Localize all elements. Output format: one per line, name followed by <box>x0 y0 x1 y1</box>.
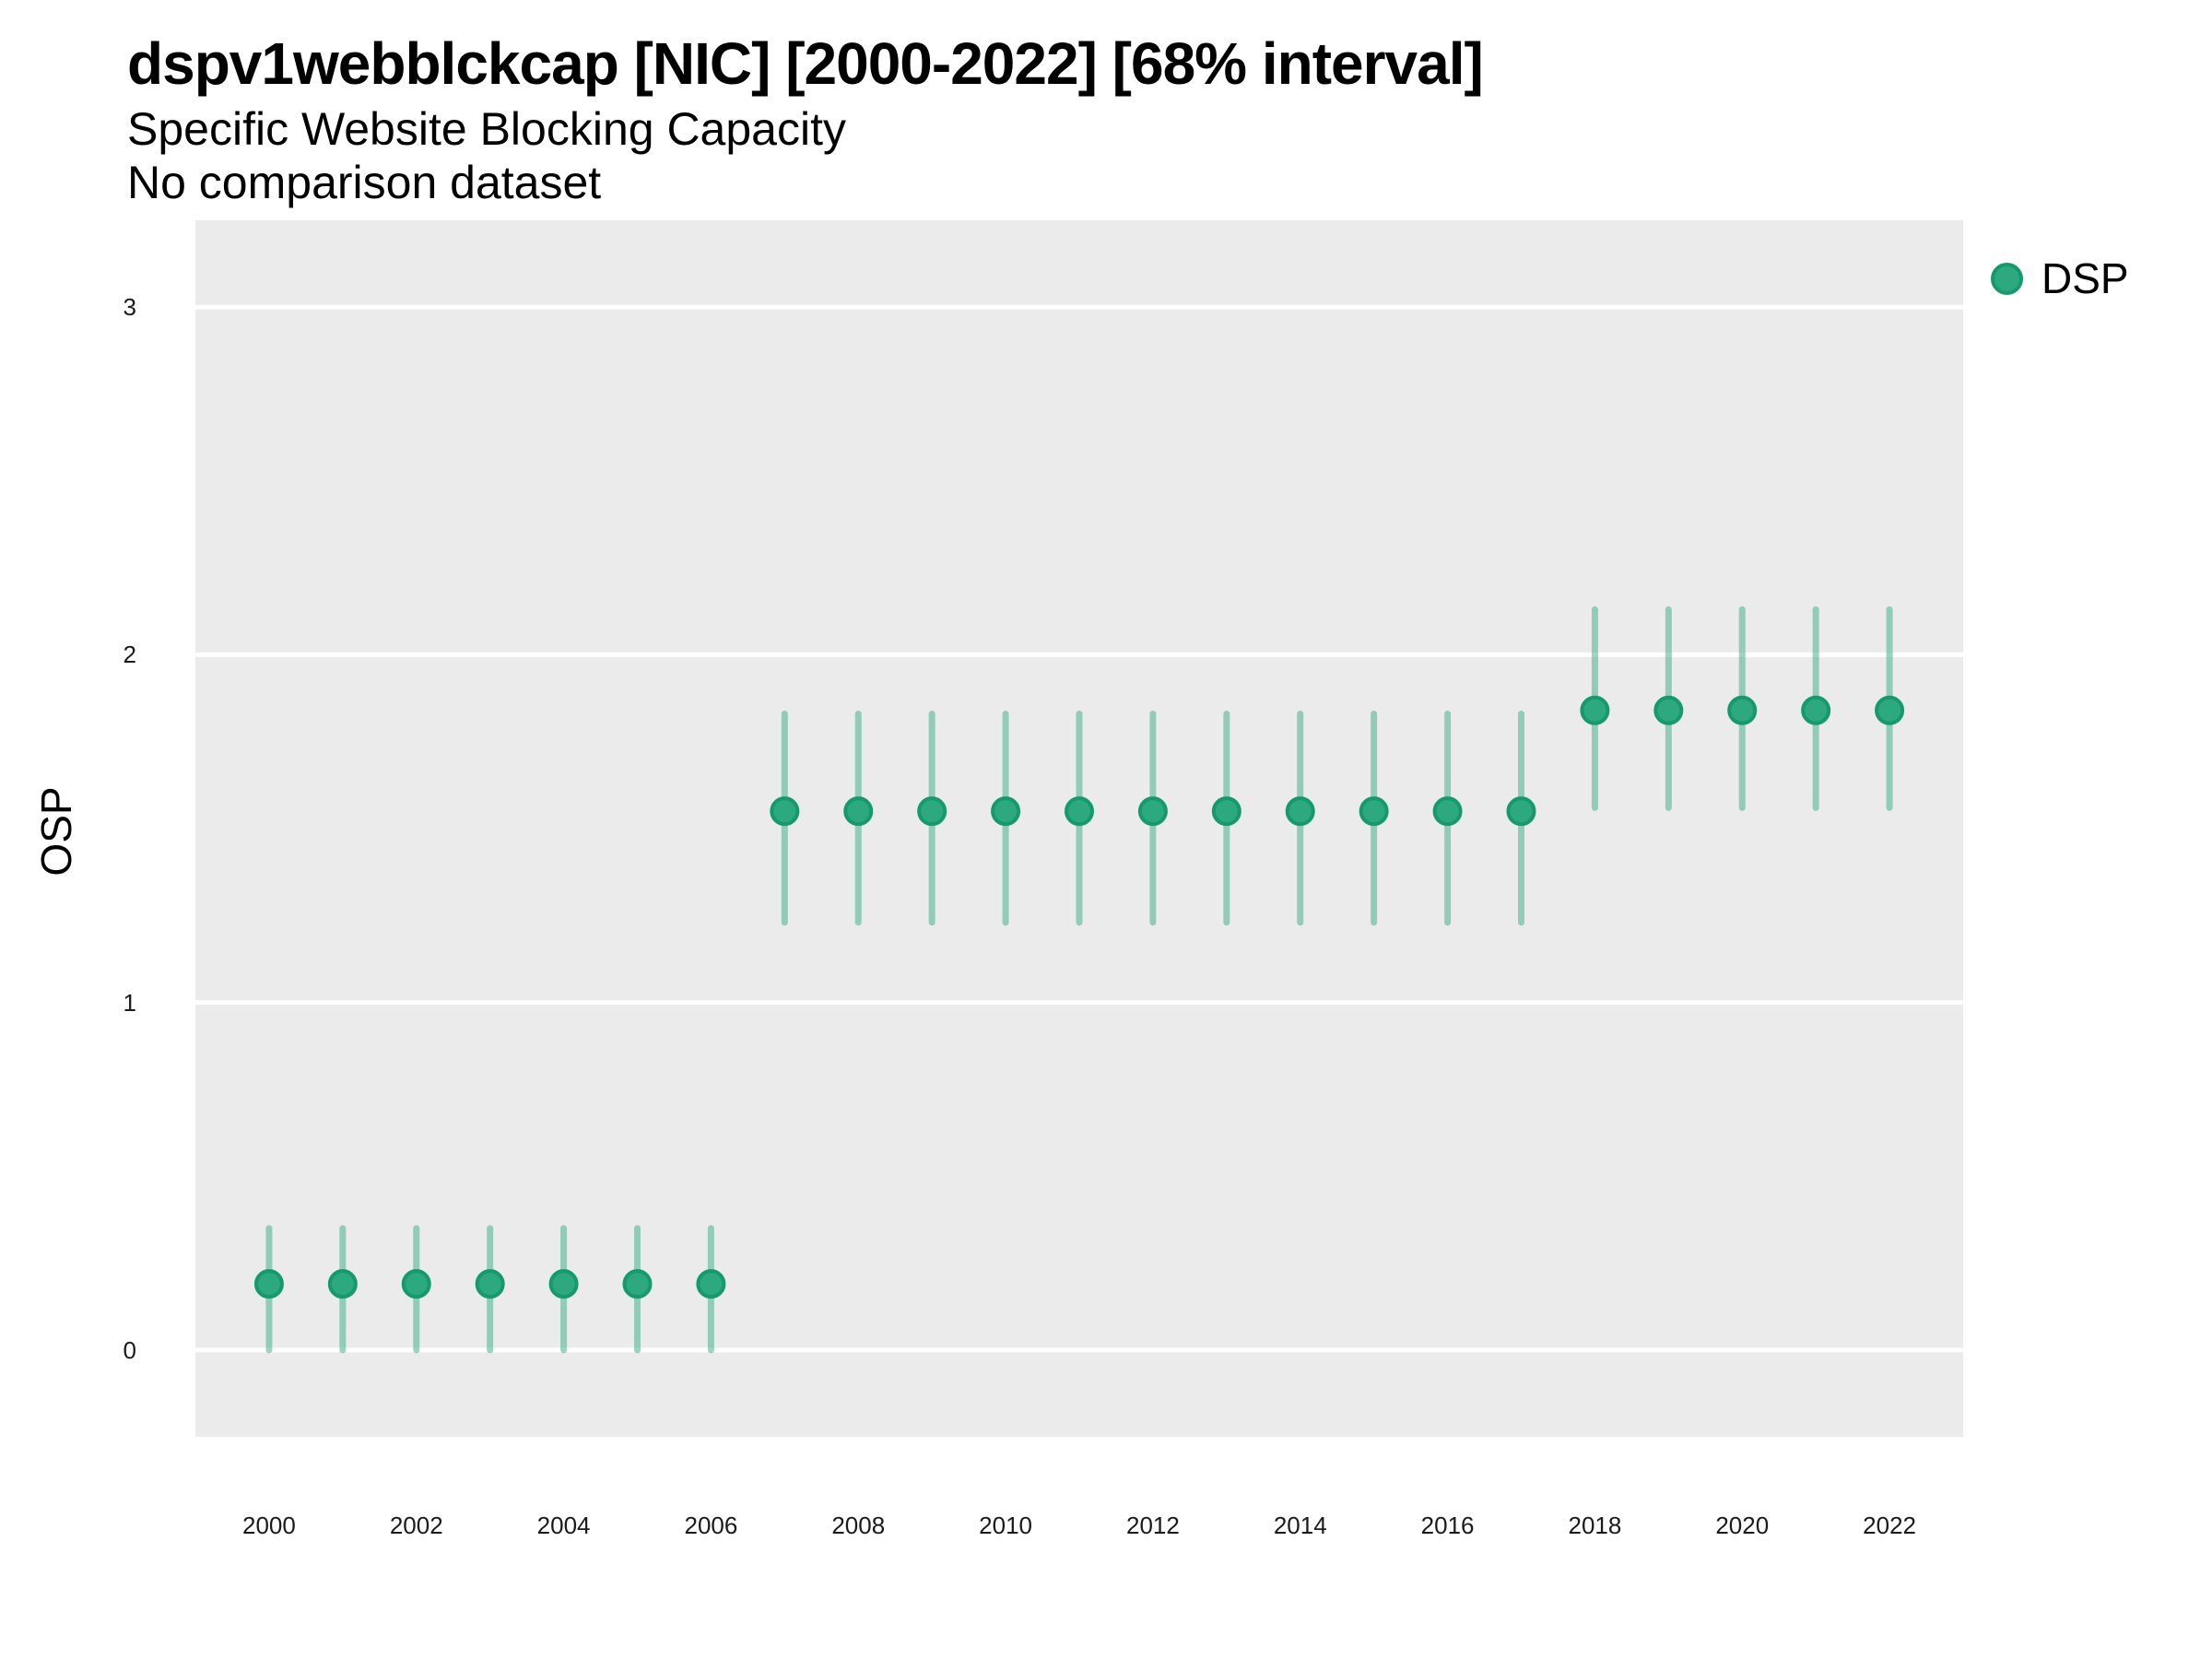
point-2016 <box>1432 796 1463 827</box>
x-tick-label-2018: 2018 <box>1568 1512 1622 1539</box>
legend-label: DSP <box>2041 254 2129 302</box>
comparison-note: No comparison dataset <box>127 157 602 208</box>
point-2008 <box>843 796 874 827</box>
y-tick-label-3: 3 <box>123 293 136 322</box>
point-2019 <box>1653 695 1684 725</box>
x-tick-label-2000: 2000 <box>241 1512 296 1539</box>
x-tick-label-2008: 2008 <box>831 1512 886 1539</box>
point-2018 <box>1580 695 1610 725</box>
point-2017 <box>1506 796 1536 827</box>
point-2011 <box>1065 796 1094 827</box>
point-2007 <box>770 796 800 827</box>
x-tick-label-2022: 2022 <box>1863 1512 1916 1539</box>
y-tick-label-0: 0 <box>123 1335 136 1364</box>
y-tick-label-2: 2 <box>123 641 136 669</box>
point-2012 <box>1137 796 1168 827</box>
dsp-point-icon <box>1991 262 2023 295</box>
chart-title: dspv1webblckcap [NIC] [2000-2022] [68% i… <box>127 30 1484 97</box>
point-2020 <box>1727 695 1758 725</box>
x-tick-label-2004: 2004 <box>536 1512 591 1539</box>
x-tick-label-2002: 2002 <box>389 1512 443 1539</box>
point-2006 <box>696 1269 726 1300</box>
point-2009 <box>917 796 947 827</box>
y-axis-title: OSP <box>32 786 80 877</box>
x-tick-label-2014: 2014 <box>1273 1512 1327 1539</box>
legend-item-dsp: DSP <box>1991 253 2129 304</box>
point-2021 <box>1801 695 1831 725</box>
chart-panel <box>195 220 1963 1437</box>
x-tick-label-2016: 2016 <box>1420 1512 1475 1539</box>
x-tick-label-2006: 2006 <box>684 1512 738 1539</box>
x-tick-label-2010: 2010 <box>979 1512 1032 1539</box>
point-2000 <box>253 1269 284 1300</box>
point-2022 <box>1875 695 1905 725</box>
x-tick-label-2012: 2012 <box>1125 1512 1180 1539</box>
panel-background <box>195 220 1963 1437</box>
point-2004 <box>548 1269 579 1300</box>
point-2015 <box>1359 796 1389 827</box>
point-2010 <box>991 796 1021 827</box>
point-2001 <box>327 1269 358 1300</box>
point-2013 <box>1211 796 1241 827</box>
y-tick-label-1: 1 <box>123 988 136 1017</box>
legend: DSP <box>1991 253 2129 304</box>
point-2002 <box>401 1269 431 1300</box>
point-2005 <box>622 1269 653 1300</box>
chart-subtitle: Specific Website Blocking Capacity <box>127 103 846 155</box>
point-2003 <box>475 1269 505 1300</box>
x-tick-label-2020: 2020 <box>1715 1512 1770 1539</box>
point-2014 <box>1285 796 1315 827</box>
